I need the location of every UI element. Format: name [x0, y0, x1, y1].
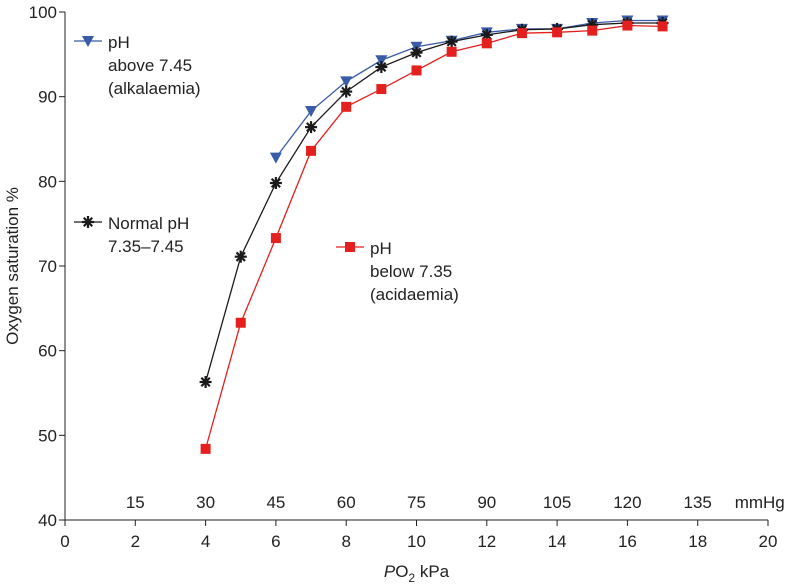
- data-point-alkalaemia: [269, 152, 282, 164]
- data-point-acidaemia: [552, 27, 563, 38]
- marker-stroke: [376, 62, 387, 73]
- legend-marker-alkalaemia: [82, 36, 94, 47]
- data-point-normal: [445, 35, 458, 48]
- mmhg-tick-label: 90: [477, 493, 496, 512]
- data-point-acidaemia: [411, 65, 422, 76]
- data-point-acidaemia: [516, 28, 527, 39]
- mmhg-tick-label: 15: [126, 493, 145, 512]
- x-tick-label: 20: [759, 532, 778, 551]
- y-axis-title: Oxygen saturation %: [3, 187, 22, 345]
- legend-layer: pH above 7.45 (alkalaemia) Normal pH 7.35–7.…: [74, 33, 459, 304]
- data-point-normal: [375, 61, 388, 74]
- legend-label: below 7.35: [370, 262, 452, 281]
- legend-label: Normal pH: [108, 214, 189, 233]
- data-point-acidaemia: [200, 443, 211, 454]
- mmhg-tick-label: 60: [337, 493, 356, 512]
- mmhg-tick-label: 30: [196, 493, 215, 512]
- mmhg-tick-label: 45: [266, 493, 285, 512]
- x-tick-label: 12: [477, 532, 496, 551]
- legend-label: (alkalaemia): [108, 79, 201, 98]
- data-point-normal: [340, 85, 353, 98]
- marker-stroke: [270, 178, 281, 189]
- x-tick-label: 18: [688, 532, 707, 551]
- marker-stroke: [411, 47, 422, 58]
- data-point-alkalaemia: [340, 76, 353, 88]
- y-tick-label: 80: [38, 172, 57, 191]
- mmhg-tick-label: 105: [543, 493, 571, 512]
- series-line-acidaemia: [204, 24, 663, 450]
- x-tick-label: 10: [407, 532, 426, 551]
- marker-stroke: [306, 122, 317, 133]
- y-tick-label: 100: [29, 3, 57, 22]
- y-tick-label: 60: [38, 342, 57, 361]
- mmhg-tick-label: 135: [684, 493, 712, 512]
- data-point-acidaemia: [622, 20, 633, 31]
- x-tick-label: 0: [60, 532, 69, 551]
- x-tick-label: 8: [341, 532, 350, 551]
- legend-label: 7.35–7.45: [108, 237, 184, 256]
- y-tick-label: 40: [38, 511, 57, 530]
- legend-entry-alkalaemia: pH above 7.45 (alkalaemia): [74, 33, 201, 98]
- legend-entry-normal: Normal pH 7.35–7.45: [74, 214, 189, 256]
- data-point-alkalaemia: [305, 106, 318, 118]
- x-tick-label: 6: [271, 532, 280, 551]
- x-tick-label: 4: [201, 532, 210, 551]
- x-tick-label: 2: [131, 532, 140, 551]
- data-point-acidaemia: [376, 84, 387, 95]
- mmhg-tick-label: 75: [407, 493, 426, 512]
- legend-label: (acidaemia): [370, 285, 459, 304]
- x-tick-label: 14: [548, 532, 567, 551]
- data-point-normal: [410, 46, 423, 59]
- y-tick-label: 70: [38, 257, 57, 276]
- legend-label: pH: [108, 33, 130, 52]
- data-point-acidaemia: [341, 101, 352, 112]
- mmhg-tick-label: 120: [613, 493, 641, 512]
- data-point-alkalaemia: [375, 55, 388, 67]
- y-tick-label: 50: [38, 426, 57, 445]
- x-axis-title: PO2 kPa: [384, 562, 450, 585]
- data-point-normal: [199, 375, 212, 388]
- data-point-acidaemia: [587, 25, 598, 36]
- data-point-normal: [305, 121, 318, 134]
- legend-label: pH: [370, 239, 392, 258]
- marker-stroke: [446, 36, 457, 47]
- legend-label: above 7.45: [108, 56, 192, 75]
- legend-marker-acidaemia: [345, 242, 355, 252]
- data-point-normal: [234, 250, 247, 263]
- marker-stroke: [200, 376, 211, 388]
- legend-entry-acidaemia: pH below 7.35 (acidaemia): [336, 239, 459, 304]
- data-point-acidaemia: [235, 317, 246, 328]
- legend-marker-normal: [82, 216, 94, 228]
- marker-stroke: [82, 216, 94, 228]
- marker-stroke: [341, 86, 352, 97]
- series-line-normal: [204, 22, 663, 383]
- series-layer: [199, 15, 669, 454]
- data-point-acidaemia: [481, 38, 492, 49]
- series-line-alkalaemia: [275, 19, 663, 159]
- data-point-acidaemia: [446, 46, 457, 57]
- mmhg-unit-label: mmHg: [735, 493, 785, 512]
- marker-stroke: [235, 251, 246, 262]
- data-point-normal: [269, 177, 282, 190]
- x-tick-label: 16: [618, 532, 637, 551]
- y-tick-label: 90: [38, 88, 57, 107]
- data-point-acidaemia: [270, 233, 281, 244]
- data-point-acidaemia: [306, 145, 317, 156]
- marker-stroke: [481, 29, 492, 40]
- axes: 0 2 4 6 8 10 12 14 16 18 20 40 50 60 70 80 90 100 15 30 45 60…: [3, 3, 785, 585]
- data-point-acidaemia: [657, 21, 668, 32]
